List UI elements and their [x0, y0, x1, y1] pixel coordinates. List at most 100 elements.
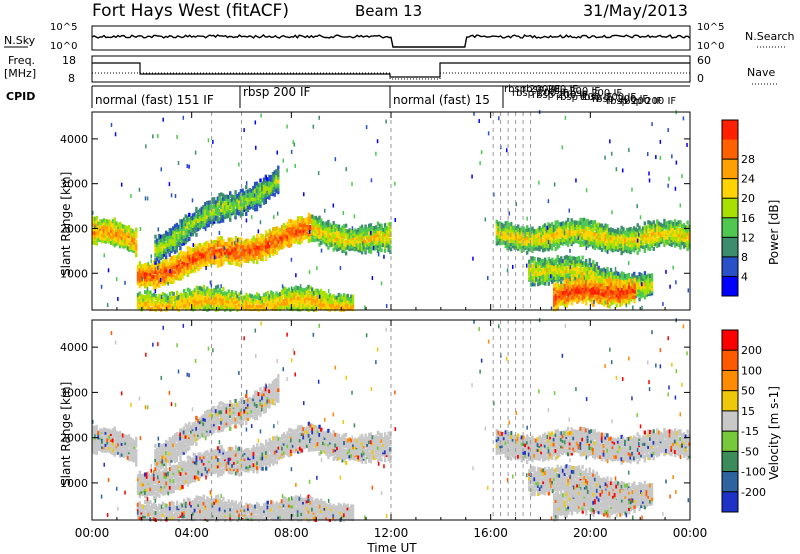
power-cell [176, 296, 178, 301]
power-cell [373, 246, 376, 251]
power-cell [168, 291, 172, 296]
power-cell [297, 223, 300, 228]
power-cell [339, 266, 342, 271]
power-cell [348, 234, 351, 239]
power-cell [558, 284, 561, 289]
power-cell [183, 255, 186, 260]
velocity-cell [99, 445, 102, 450]
power-cell [259, 187, 262, 192]
power-cell [154, 277, 158, 282]
power-cell [556, 255, 559, 260]
power-cell [579, 217, 582, 222]
power-cell [252, 185, 255, 190]
power-cell [263, 247, 266, 252]
power-cell [525, 225, 529, 230]
power-cell [272, 252, 275, 257]
power-cell [586, 292, 590, 297]
power-cell [231, 257, 234, 262]
power-cell [225, 241, 229, 246]
power-cell [330, 295, 333, 300]
power-cell [225, 207, 228, 212]
power-cell [652, 227, 655, 232]
power-cell [218, 197, 221, 202]
velocity-cell [115, 437, 118, 442]
power-cell [270, 241, 273, 246]
power-cell [117, 296, 119, 301]
power-cell [243, 245, 247, 250]
power-cell [681, 230, 684, 235]
power-cell [538, 228, 541, 233]
power-cell [154, 289, 157, 294]
power-cell [250, 215, 253, 220]
power-cell [227, 205, 230, 210]
power-cell [538, 226, 541, 231]
power-cell [335, 301, 339, 306]
power-cell [192, 264, 195, 269]
velocity-cell [118, 441, 122, 446]
power-cell [572, 227, 575, 232]
nsearch-tick-bottom: 10^0 [697, 41, 724, 52]
velocity-cell [108, 442, 111, 447]
power-cell [209, 296, 213, 301]
power-cell [608, 277, 611, 282]
power-cell [549, 235, 552, 240]
power-cell [224, 251, 227, 256]
power-cell [218, 306, 221, 311]
velocity-cell [120, 432, 124, 437]
power-cell [181, 298, 184, 303]
power-cell [638, 297, 641, 302]
power-cell [140, 272, 143, 277]
power-cell [183, 300, 186, 305]
power-cell [550, 222, 554, 227]
power-cell [213, 293, 216, 298]
power-cell [239, 198, 243, 203]
power-cell [328, 229, 332, 234]
power-cell [243, 239, 247, 244]
power-cell [195, 251, 198, 256]
power-cell [202, 213, 205, 218]
power-cell [645, 239, 648, 244]
power-cell [508, 232, 511, 237]
power-cell [302, 288, 305, 293]
power-cell [118, 244, 122, 249]
power-cell [542, 227, 545, 232]
power-cell [579, 276, 583, 281]
power-cell [213, 296, 216, 301]
power-cell [604, 248, 607, 253]
power-cell [344, 243, 348, 248]
power-cell [102, 218, 106, 223]
power-cell [554, 276, 558, 281]
power-cell [632, 238, 636, 243]
power-cell [321, 298, 325, 303]
power-cell [181, 295, 184, 300]
power-cell [222, 253, 225, 258]
velocity-cell [145, 474, 149, 479]
power-cell [161, 239, 164, 244]
power-cell [321, 221, 325, 226]
y-tick-label: 3000 [60, 178, 88, 191]
power-cell [686, 235, 689, 240]
power-cell [305, 293, 309, 298]
power-cell [154, 257, 157, 262]
power-cell [159, 238, 163, 243]
power-cell [345, 167, 347, 172]
power-cell [625, 245, 629, 250]
power-cell [176, 266, 179, 271]
power-cell [659, 222, 663, 227]
power-cell [316, 295, 319, 300]
power-cell [190, 254, 193, 259]
power-cell [656, 237, 659, 242]
power-cell [253, 184, 257, 189]
power-cell [533, 238, 536, 243]
power-cell [343, 241, 346, 246]
power-cell [673, 219, 677, 224]
velocity-cell [93, 425, 97, 430]
power-cell [567, 272, 570, 277]
power-cell [143, 302, 147, 307]
power-cell [592, 293, 595, 298]
power-cell [177, 294, 181, 299]
power-cell [371, 246, 374, 251]
power-cell [595, 287, 599, 292]
power-cell [225, 214, 228, 219]
power-cell [513, 225, 516, 230]
